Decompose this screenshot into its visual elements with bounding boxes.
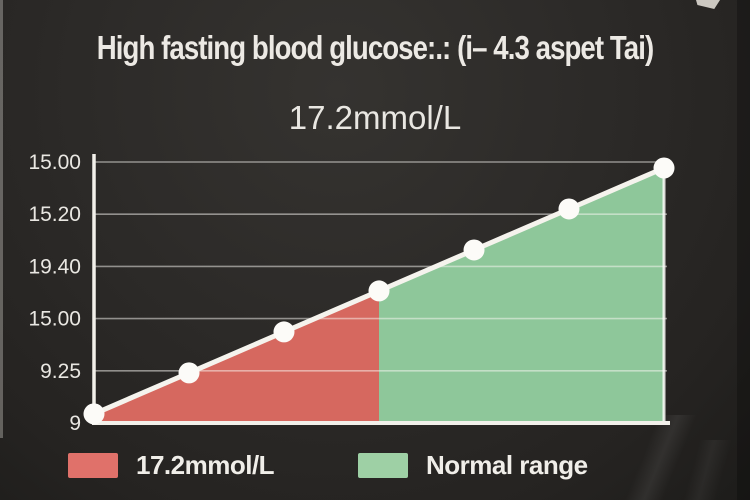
legend-label-normal-range: Normal range bbox=[426, 450, 588, 480]
chart-subtitle: 17.2mmol/L bbox=[288, 99, 462, 136]
y-tick-label: 9.25 bbox=[40, 360, 81, 383]
data-point bbox=[273, 321, 295, 343]
y-tick-label: 19.40 bbox=[28, 255, 81, 278]
legend-swatch-red bbox=[68, 453, 118, 478]
data-point bbox=[463, 239, 485, 261]
legend-label-high-value: 17.2mmol/L bbox=[136, 450, 275, 480]
data-point bbox=[558, 198, 580, 220]
chart-title: High fasting blood glucose:.: (i– 4.3 as… bbox=[96, 30, 654, 67]
legend-swatch-green bbox=[358, 453, 408, 478]
legend-item-high-value: 17.2mmol/L bbox=[68, 450, 275, 481]
data-point bbox=[368, 280, 390, 302]
y-tick-label: 15.00 bbox=[28, 151, 81, 174]
legend-item-normal-range: Normal range bbox=[358, 450, 588, 481]
data-point bbox=[83, 403, 105, 425]
y-tick-label: 15.20 bbox=[28, 203, 81, 226]
y-tick-label: 9 bbox=[69, 412, 81, 435]
area-normal-segment bbox=[379, 168, 664, 423]
chart-legend: 17.2mmol/L Normal range bbox=[0, 450, 750, 492]
data-point bbox=[178, 362, 200, 384]
torn-corner-sliver bbox=[696, 0, 720, 9]
left-edge-highlight bbox=[0, 0, 3, 438]
y-tick-label: 15.00 bbox=[28, 308, 81, 331]
data-point bbox=[653, 157, 675, 179]
right-edge-shadow bbox=[737, 0, 750, 500]
